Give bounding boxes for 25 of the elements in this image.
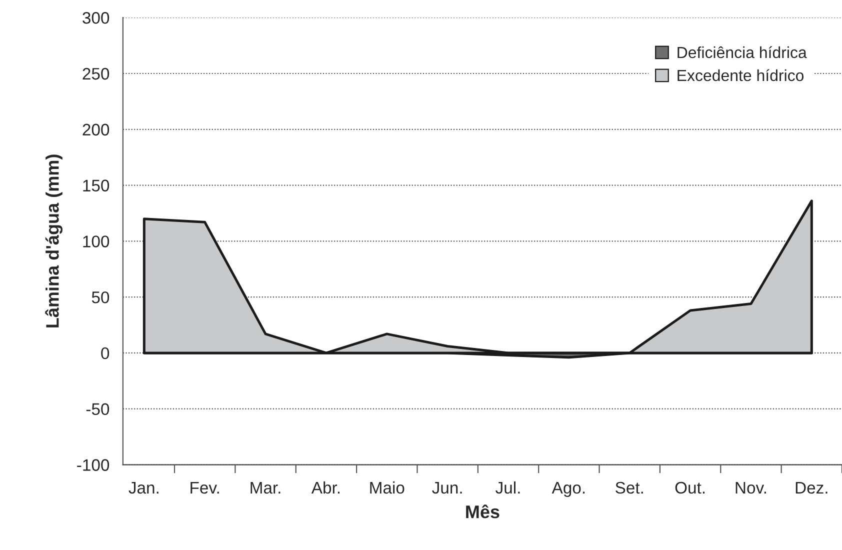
- x-tick-label: Jan.: [128, 482, 158, 494]
- x-tick-label: Set.: [616, 482, 643, 494]
- x-tick-label: Jun.: [432, 482, 462, 494]
- x-tick-label: Jul.: [496, 481, 520, 494]
- y-tick-label: -100: [77, 459, 110, 471]
- x-axis-title: Mês: [466, 504, 500, 518]
- legend-label: Deficiência hídrica: [678, 46, 807, 58]
- x-tick-label: Out.: [675, 482, 705, 494]
- y-tick-label: 0: [101, 347, 110, 360]
- y-tick-label: 200: [82, 124, 110, 136]
- y-axis-title: Lâmina d'água (mm): [45, 154, 62, 328]
- y-tick-label: 150: [83, 180, 110, 192]
- y-tick-label: 100: [83, 236, 110, 248]
- x-tick-label: Mar.: [250, 482, 280, 494]
- y-tick-label: -50: [86, 403, 110, 416]
- x-tick-label: Abr.: [311, 481, 340, 494]
- x-tick-label: Nov.: [736, 482, 766, 494]
- x-tick-label: Fev.: [190, 482, 219, 494]
- y-tick-label: 50: [92, 291, 110, 304]
- y-tick-label: 300: [82, 12, 110, 24]
- x-tick-label: Maio: [370, 481, 404, 494]
- y-tick-label: 250: [82, 68, 110, 80]
- legend-label: Excedente hídrico: [678, 69, 804, 82]
- x-tick-label: Ago.: [552, 482, 585, 497]
- x-tick-label: Dez.: [796, 482, 828, 494]
